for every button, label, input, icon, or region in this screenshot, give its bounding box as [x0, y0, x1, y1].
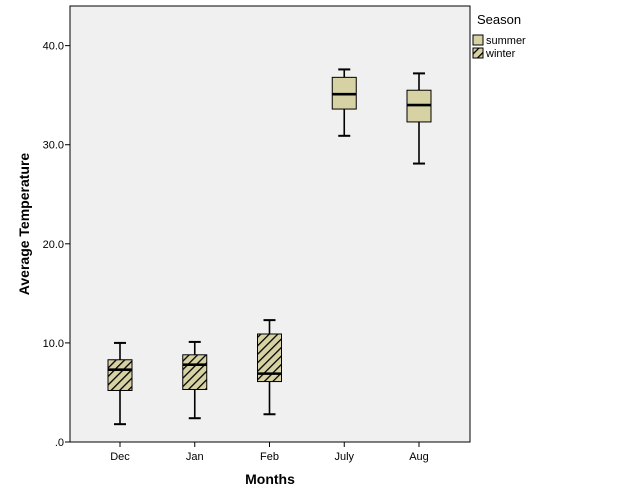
legend-item-summer: summer: [472, 34, 526, 47]
box-aug: [406, 72, 432, 165]
y-axis-title: Average Temperature: [16, 153, 32, 296]
x-axis: Dec Jan Feb July Aug: [110, 442, 429, 463]
x-tick-label: Dec: [110, 451, 130, 463]
legend-swatch-summer: [472, 34, 484, 46]
legend-swatch-winter: [472, 47, 484, 59]
legend-item-winter: winter: [472, 47, 516, 60]
legend: Season summer winter: [472, 12, 526, 60]
x-tick-label: Jan: [186, 451, 204, 463]
x-tick-label: Aug: [409, 451, 429, 463]
legend-title: Season: [477, 12, 521, 27]
y-tick-label: 40.0: [43, 41, 64, 53]
y-axis: .0 10.0 20.0 30.0 40.0: [43, 41, 70, 449]
box-feb: [257, 319, 282, 416]
box-series: [107, 68, 432, 426]
legend-label-summer: summer: [486, 35, 526, 47]
box-iqr: [182, 354, 208, 390]
y-tick-label: 20.0: [43, 239, 64, 251]
box-july: [331, 68, 357, 137]
legend-label-winter: winter: [485, 48, 516, 60]
y-tick-label: .0: [55, 437, 64, 449]
box-jan: [182, 340, 208, 420]
x-tick-label: Feb: [260, 451, 279, 463]
x-axis-title: Months: [245, 471, 295, 487]
box-iqr: [107, 359, 133, 391]
y-tick-label: 10.0: [43, 338, 64, 350]
y-tick-label: 30.0: [43, 140, 64, 152]
x-tick-label: July: [334, 451, 354, 463]
box-dec: [107, 341, 133, 426]
